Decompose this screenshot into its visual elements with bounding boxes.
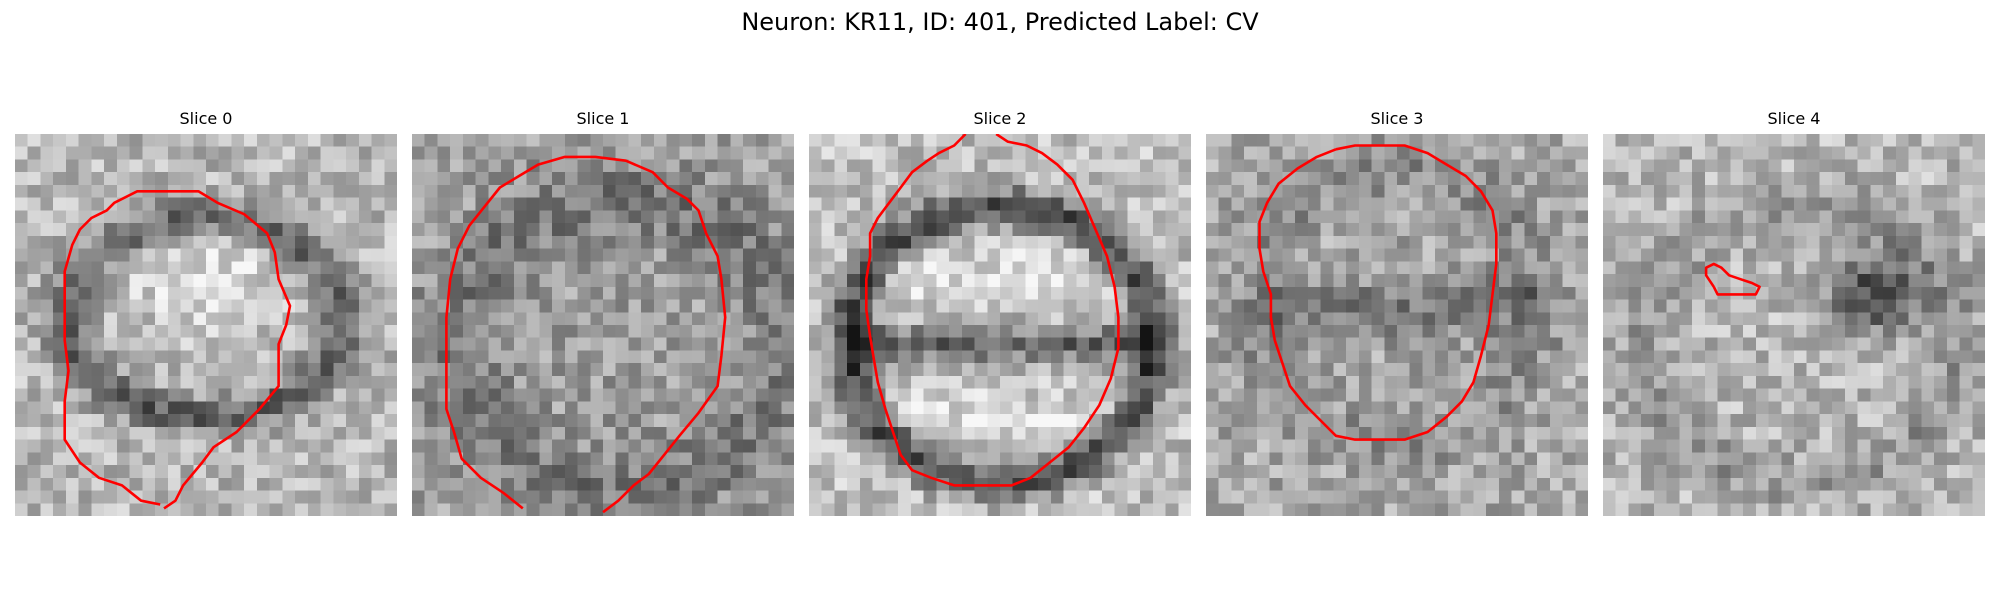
slice-pixel-grid <box>412 134 794 516</box>
slice-title-4: Slice 4 <box>1767 109 1821 128</box>
slice-pixel-grid <box>1603 134 1985 516</box>
contour-line <box>1704 262 1761 296</box>
slice-svg-2 <box>809 134 1191 516</box>
slice-panel-4: Slice 4 <box>1603 108 1985 516</box>
slice-image-0 <box>15 134 397 516</box>
slice-svg-0 <box>15 134 397 516</box>
slice-svg-3 <box>1206 134 1588 516</box>
slice-svg-4 <box>1603 134 1985 516</box>
figure-title: Neuron: KR11, ID: 401, Predicted Label: … <box>741 8 1259 36</box>
slice-title-0: Slice 0 <box>179 109 233 128</box>
slice-pixel-grid <box>809 134 1191 516</box>
slice-panel-3: Slice 3 <box>1206 108 1588 516</box>
slice-panel-2: Slice 2 <box>809 108 1191 516</box>
contour-line <box>864 134 1120 487</box>
slice-image-1 <box>412 134 794 516</box>
slice-panel-0: Slice 0 <box>15 108 397 516</box>
slice-pixel-grid <box>1206 134 1588 516</box>
slice-title-3: Slice 3 <box>1370 109 1424 128</box>
slice-image-3 <box>1206 134 1588 516</box>
contour-line <box>1258 144 1498 441</box>
contour-line <box>445 155 727 514</box>
slice-title-2: Slice 2 <box>973 109 1027 128</box>
slice-svg-1 <box>412 134 794 516</box>
slice-title-1: Slice 1 <box>576 109 630 128</box>
slice-panel-1: Slice 1 <box>412 108 794 516</box>
slice-image-2 <box>809 134 1191 516</box>
slice-image-4 <box>1603 134 1985 516</box>
contour-line <box>63 189 292 510</box>
